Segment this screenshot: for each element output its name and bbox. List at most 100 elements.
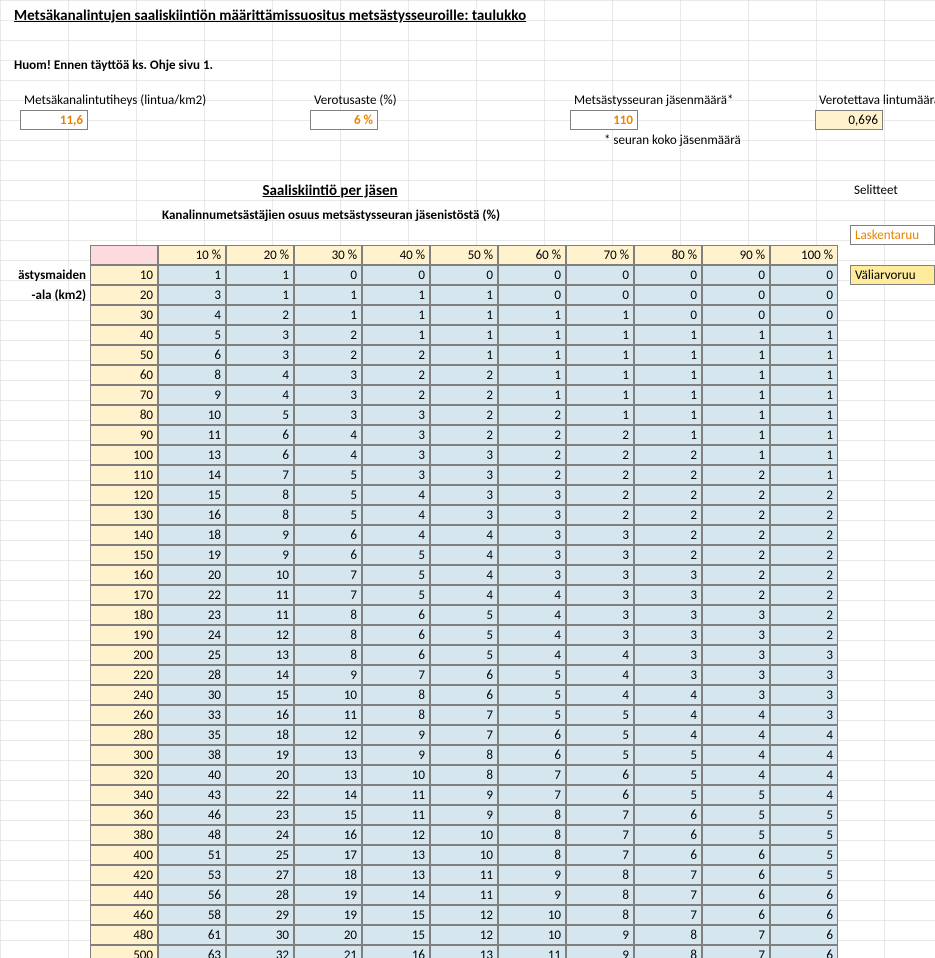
data-cell: 2 (430, 385, 498, 405)
data-cell: 1 (634, 425, 702, 445)
data-cell: 1 (770, 365, 838, 385)
data-cell: 13 (226, 645, 294, 665)
data-cell: 9 (566, 925, 634, 945)
data-cell: 3 (430, 445, 498, 465)
data-cell: 5 (430, 605, 498, 625)
data-cell: 4 (702, 745, 770, 765)
data-cell: 8 (430, 765, 498, 785)
data-cell: 4 (634, 705, 702, 725)
page-title: Metsäkanalintujen saaliskiintiön määritt… (10, 5, 910, 27)
data-cell: 27 (226, 865, 294, 885)
data-cell: 8 (294, 625, 362, 645)
row-header-15: 160 (90, 565, 158, 585)
members-input[interactable]: 110 (570, 110, 638, 130)
data-cell: 6 (770, 945, 838, 958)
data-cell: 20 (226, 765, 294, 785)
data-cell: 2 (294, 345, 362, 365)
data-cell: 6 (566, 765, 634, 785)
data-cell: 1 (226, 265, 294, 285)
data-cell: 8 (566, 905, 634, 925)
members-label: Metsästysseuran jäsenmäärä* (570, 90, 810, 110)
data-cell: 1 (702, 325, 770, 345)
data-cell: 48 (158, 825, 226, 845)
data-cell: 3 (158, 285, 226, 305)
data-cell: 1 (498, 305, 566, 325)
data-cell: 0 (294, 265, 362, 285)
data-cell: 4 (566, 685, 634, 705)
data-cell: 6 (634, 845, 702, 865)
row-header-16: 170 (90, 585, 158, 605)
data-cell: 3 (702, 665, 770, 685)
data-cell: 0 (702, 285, 770, 305)
row-header-23: 280 (90, 725, 158, 745)
data-cell: 8 (294, 605, 362, 625)
data-cell: 2 (362, 365, 430, 385)
data-cell: 5 (362, 585, 430, 605)
data-cell: 53 (158, 865, 226, 885)
data-cell: 51 (158, 845, 226, 865)
data-cell: 6 (566, 785, 634, 805)
data-cell: 2 (702, 485, 770, 505)
data-cell: 21 (294, 945, 362, 958)
data-cell: 7 (702, 925, 770, 945)
data-cell: 58 (158, 905, 226, 925)
data-cell: 5 (702, 805, 770, 825)
data-cell: 2 (770, 565, 838, 585)
col-header-5: 60 % (498, 245, 566, 265)
data-cell: 7 (566, 845, 634, 865)
row-header-32: 460 (90, 905, 158, 925)
data-cell: 11 (362, 805, 430, 825)
data-cell: 6 (362, 625, 430, 645)
data-cell: 25 (158, 645, 226, 665)
data-cell: 8 (566, 885, 634, 905)
data-cell: 4 (498, 605, 566, 625)
data-cell: 2 (702, 505, 770, 525)
data-cell: 5 (770, 805, 838, 825)
data-cell: 5 (430, 645, 498, 665)
data-cell: 9 (498, 885, 566, 905)
data-cell: 3 (702, 625, 770, 645)
data-cell: 16 (294, 825, 362, 845)
data-cell: 2 (634, 525, 702, 545)
data-cell: 8 (634, 925, 702, 945)
data-cell: 7 (430, 725, 498, 745)
data-cell: 2 (634, 545, 702, 565)
row-header-31: 440 (90, 885, 158, 905)
data-cell: 3 (362, 465, 430, 485)
row-header-34: 500 (90, 945, 158, 958)
data-cell: 4 (294, 445, 362, 465)
data-cell: 1 (566, 365, 634, 385)
data-cell: 5 (158, 325, 226, 345)
col-header-6: 70 % (566, 245, 634, 265)
data-cell: 6 (770, 905, 838, 925)
data-cell: 2 (702, 525, 770, 545)
data-cell: 18 (158, 525, 226, 545)
quota-title: Saaliskiintiö per jäsen (200, 180, 460, 202)
data-cell: 8 (430, 745, 498, 765)
data-cell: 3 (770, 705, 838, 725)
data-cell: 2 (566, 505, 634, 525)
data-cell: 3 (226, 345, 294, 365)
data-cell: 2 (362, 385, 430, 405)
data-cell: 19 (158, 545, 226, 565)
data-cell: 0 (362, 265, 430, 285)
data-cell: 4 (702, 765, 770, 785)
data-cell: 2 (634, 485, 702, 505)
data-cell: 8 (498, 805, 566, 825)
data-cell: 2 (566, 465, 634, 485)
density-label: Metsäkanalintutiheys (lintua/km2) (20, 90, 280, 110)
taxrate-input[interactable]: 6 % (310, 110, 378, 130)
data-cell: 3 (566, 525, 634, 545)
data-cell: 1 (362, 305, 430, 325)
data-cell: 10 (226, 565, 294, 585)
data-cell: 2 (498, 425, 566, 445)
data-cell: 9 (498, 865, 566, 885)
data-cell: 1 (430, 305, 498, 325)
data-cell: 2 (770, 605, 838, 625)
area-label-1: ästysmaiden (0, 265, 90, 285)
data-cell: 1 (770, 425, 838, 445)
data-cell: 5 (430, 625, 498, 645)
row-header-1: 20 (90, 285, 158, 305)
data-cell: 13 (158, 445, 226, 465)
density-input[interactable]: 11,6 (20, 110, 88, 130)
